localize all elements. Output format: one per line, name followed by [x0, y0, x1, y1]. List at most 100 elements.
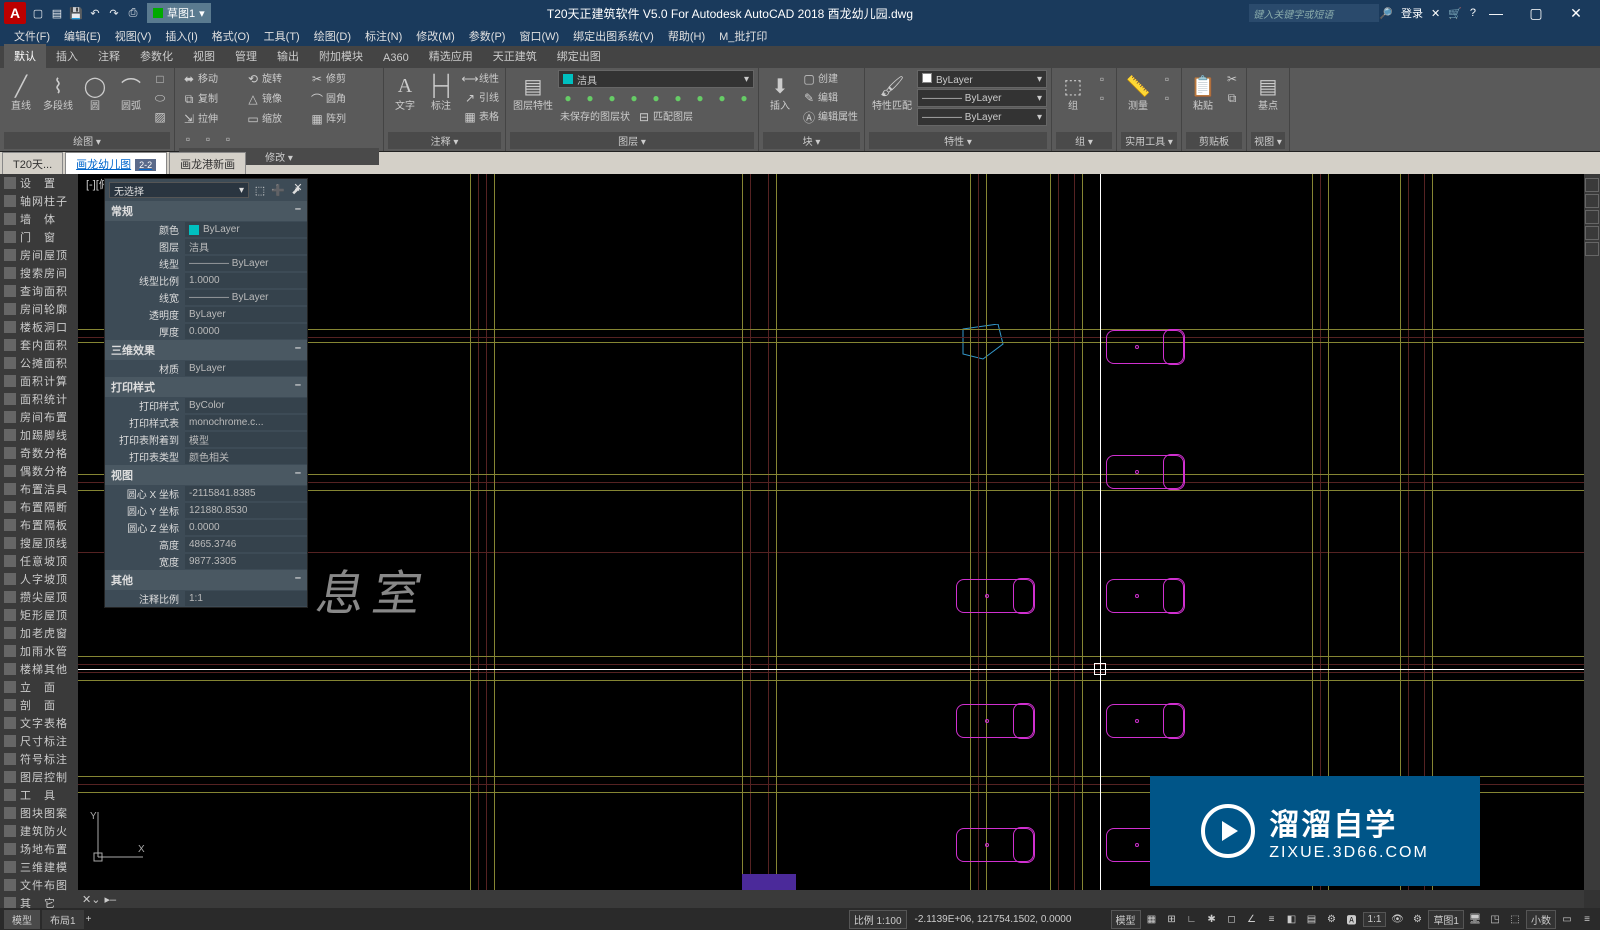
- leader-button[interactable]: ↗引线: [460, 89, 501, 107]
- linear-button[interactable]: ⟷线性: [460, 70, 501, 88]
- menu-item[interactable]: 视图(V): [109, 26, 158, 46]
- side-item[interactable]: 布置隔断: [0, 498, 78, 516]
- arc-button[interactable]: ⌒圆弧: [114, 70, 148, 114]
- side-item[interactable]: 加踢脚线: [0, 426, 78, 444]
- side-item[interactable]: 公摊面积: [0, 354, 78, 372]
- cut-button[interactable]: ✂: [1222, 70, 1242, 88]
- snap-icon[interactable]: ⊞: [1163, 910, 1181, 928]
- side-item[interactable]: 布置隔板: [0, 516, 78, 534]
- menu-item[interactable]: 窗口(W): [513, 26, 565, 46]
- doc-tab[interactable]: 画龙幼儿图2-2: [65, 152, 167, 174]
- ribbon-tab[interactable]: 精选应用: [419, 44, 483, 68]
- side-item[interactable]: 任意坡顶: [0, 552, 78, 570]
- side-item[interactable]: 图块图案: [0, 804, 78, 822]
- lwt-icon[interactable]: ≡: [1263, 910, 1281, 928]
- dim-button[interactable]: ├┤标注: [424, 70, 458, 114]
- properties-palette[interactable]: ✕ 无选择▾ ⬚ ➕ ⬈ 常规–颜色ByLayer图层洁具线型———— ByLa…: [104, 178, 308, 608]
- cart-icon[interactable]: 🛒: [1448, 7, 1462, 20]
- props-section-header[interactable]: 常规–: [105, 201, 307, 221]
- util-sm2[interactable]: ▫: [1157, 89, 1177, 107]
- qat-save-icon[interactable]: 💾: [68, 5, 84, 21]
- side-item[interactable]: 图层控制: [0, 768, 78, 786]
- side-item[interactable]: 符号标注: [0, 750, 78, 768]
- props-row[interactable]: 圆心 X 坐标-2115841.8385: [105, 485, 307, 502]
- side-item[interactable]: 工 具: [0, 786, 78, 804]
- ribbon-tab[interactable]: 插入: [46, 44, 88, 68]
- qat-redo-icon[interactable]: ↷: [106, 5, 122, 21]
- side-item[interactable]: 文字表格: [0, 714, 78, 732]
- menu-item[interactable]: 编辑(E): [58, 26, 107, 46]
- side-item[interactable]: 楼板洞口: [0, 318, 78, 336]
- layout1-tab[interactable]: 布局1: [42, 910, 84, 929]
- edit-attr-button[interactable]: Ⓐ编辑属性: [799, 108, 860, 126]
- menu-item[interactable]: 标注(N): [359, 26, 408, 46]
- modify-button[interactable]: ⇲拉伸: [179, 110, 241, 128]
- scale-combo[interactable]: 比例 1:100: [849, 910, 907, 929]
- props-row[interactable]: 厚度0.0000: [105, 323, 307, 340]
- side-item[interactable]: 房间布置: [0, 408, 78, 426]
- layer-combo[interactable]: 洁具: [558, 70, 754, 88]
- side-item[interactable]: 查询面积: [0, 282, 78, 300]
- basepoint-button[interactable]: ▤基点: [1251, 70, 1285, 114]
- circle-button[interactable]: ◯圆: [78, 70, 112, 114]
- props-row[interactable]: 打印样式ByColor: [105, 397, 307, 414]
- draw-sm-1[interactable]: □: [150, 70, 170, 88]
- menu-item[interactable]: 修改(M): [410, 26, 461, 46]
- side-item[interactable]: 搜索房间: [0, 264, 78, 282]
- cmd-expand-icon[interactable]: ⌄: [91, 893, 100, 906]
- otrack-icon[interactable]: ∠: [1243, 910, 1261, 928]
- menu-item[interactable]: 绘图(D): [308, 26, 357, 46]
- side-item[interactable]: 套内面积: [0, 336, 78, 354]
- create-block-button[interactable]: ▢创建: [799, 70, 860, 88]
- modify-button[interactable]: △镜像: [243, 90, 305, 108]
- insert-block-button[interactable]: ⬇插入: [763, 70, 797, 114]
- cmd-input[interactable]: [120, 893, 1580, 905]
- ribbon-tab[interactable]: 视图: [183, 44, 225, 68]
- clean-icon[interactable]: ▭: [1558, 910, 1576, 928]
- app-logo[interactable]: A: [4, 2, 26, 24]
- props-row[interactable]: 圆心 Y 坐标121880.8530: [105, 502, 307, 519]
- ribbon-tab[interactable]: 默认: [4, 44, 46, 68]
- ribbon-tab[interactable]: 绑定出图: [547, 44, 611, 68]
- modify-extra[interactable]: ▫: [179, 130, 197, 148]
- ribbon-tab[interactable]: 管理: [225, 44, 267, 68]
- space-toggle[interactable]: 模型: [1111, 910, 1141, 929]
- text-button[interactable]: A文字: [388, 70, 422, 114]
- props-row[interactable]: 线宽———— ByLayer: [105, 289, 307, 306]
- props-row[interactable]: 打印表类型颜色相关: [105, 448, 307, 465]
- side-item[interactable]: 面积计算: [0, 372, 78, 390]
- ribbon-tab[interactable]: 附加模块: [309, 44, 373, 68]
- grid-icon[interactable]: ▦: [1143, 910, 1161, 928]
- qat-open-icon[interactable]: ▤: [49, 5, 65, 21]
- menu-item[interactable]: 插入(I): [159, 26, 203, 46]
- side-item[interactable]: 立 面: [0, 678, 78, 696]
- ws-icon[interactable]: ⚙: [1408, 910, 1426, 928]
- match-layer-button[interactable]: ⊟匹配图层: [634, 108, 695, 126]
- navcube-icon[interactable]: [1585, 178, 1599, 192]
- draw-sm-2[interactable]: ⬭: [150, 89, 170, 107]
- polar-icon[interactable]: ✱: [1203, 910, 1221, 928]
- pan-icon[interactable]: [1585, 210, 1599, 224]
- side-item[interactable]: 偶数分格: [0, 462, 78, 480]
- close-button[interactable]: ✕: [1556, 0, 1596, 26]
- doc-tab[interactable]: 画龙港新画: [169, 152, 246, 174]
- side-item[interactable]: 楼梯其他: [0, 660, 78, 678]
- side-item[interactable]: 奇数分格: [0, 444, 78, 462]
- side-item[interactable]: 矩形屋顶: [0, 606, 78, 624]
- side-item[interactable]: 场地布置: [0, 840, 78, 858]
- props-row[interactable]: 高度4865.3746: [105, 536, 307, 553]
- menu-item[interactable]: 工具(T): [258, 26, 306, 46]
- props-row[interactable]: 图层洁具: [105, 238, 307, 255]
- table-button[interactable]: ▦表格: [460, 108, 501, 126]
- side-item[interactable]: 人字坡顶: [0, 570, 78, 588]
- edit-block-button[interactable]: ✎编辑: [799, 89, 860, 107]
- quick-doc-tab[interactable]: 草图1 ▾: [147, 3, 211, 23]
- side-item[interactable]: 轴网柱子: [0, 192, 78, 210]
- model-tab[interactable]: 模型: [4, 910, 40, 929]
- modify-button[interactable]: ⟲旋转: [243, 70, 305, 88]
- qp-icon[interactable]: ▤: [1303, 910, 1321, 928]
- menu-item[interactable]: 格式(O): [206, 26, 256, 46]
- tpy-icon[interactable]: ◧: [1283, 910, 1301, 928]
- infocenter-icon[interactable]: 🔎: [1379, 7, 1393, 20]
- cmd-close-icon[interactable]: ✕: [82, 893, 91, 906]
